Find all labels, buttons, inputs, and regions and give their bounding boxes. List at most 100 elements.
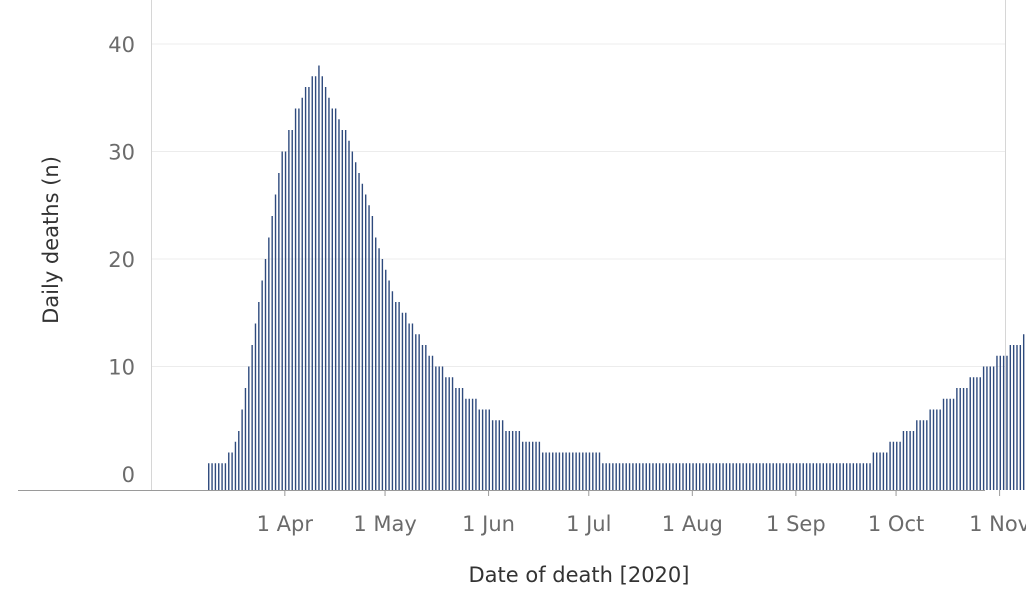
bar [211,463,213,490]
bar [789,463,791,490]
bar [441,366,444,490]
bar [254,323,257,490]
bar [234,441,237,490]
bar [555,452,557,490]
bar [334,108,337,490]
bar [782,463,784,490]
bar [208,463,210,490]
bar [899,441,901,490]
bar [445,377,447,490]
bar [1009,345,1012,490]
bar [595,452,597,490]
bar [939,409,941,490]
bar [926,420,928,490]
bar [284,151,287,490]
bar [662,463,664,490]
bar [535,441,537,490]
bar [779,463,781,490]
bar [755,463,758,490]
bar [855,463,858,490]
bar [515,431,517,490]
x-tick-label: 1 Sep [766,512,826,536]
bar [992,366,995,490]
bar [769,463,771,490]
bar [264,259,267,490]
bar [361,183,364,490]
bar [956,388,958,490]
x-tick-label: 1 Jun [462,512,515,536]
bar [732,463,734,490]
x-tick-label: 1 Apr [257,512,314,536]
bar [668,463,671,490]
bar [418,334,420,490]
bar [368,205,370,490]
bar [989,366,991,490]
x-tick-label: 1 Oct [868,512,924,536]
bar [962,388,965,490]
bar [491,420,494,490]
bar [562,452,564,490]
bar [702,463,704,490]
bar [886,452,888,490]
bar [909,431,911,490]
bar [996,355,998,490]
bar [638,463,641,490]
bar [261,280,263,490]
bar [354,162,357,490]
bar [224,463,227,490]
y-tick-label: 10 [108,356,135,380]
bar [1006,355,1008,490]
bar [1012,345,1015,490]
bar [425,345,427,490]
bar [805,463,808,490]
bar [906,431,908,490]
bar [248,366,250,490]
bar [481,409,484,490]
bar [608,463,611,490]
x-tick-label: 1 May [353,512,416,536]
bar [866,463,868,490]
bar [622,463,624,490]
bar [314,76,317,490]
bar [518,431,521,490]
bar [391,291,394,490]
bar [455,388,457,490]
bar [351,151,354,490]
bar [876,452,878,490]
bar [692,463,694,490]
y-tick-label: 0 [122,463,135,487]
bar [214,463,217,490]
bar [882,452,885,490]
bar [612,463,614,490]
bar [318,65,320,490]
bar [842,463,845,490]
bar [271,216,273,490]
bar [632,463,634,490]
x-tick-labels: 1 Apr 1 May 1 Jun 1 Jul 1 Aug 1 Sep 1 Oct 1 Nov [257,490,1026,536]
bar [809,463,811,490]
bar [729,463,731,490]
bar [475,398,477,490]
bar [672,463,674,490]
bar [682,463,684,490]
bars [208,65,1025,490]
bar [625,463,627,490]
bar [932,409,935,490]
bar [258,302,260,490]
bar [505,431,507,490]
bar [999,355,1001,490]
bar [1019,345,1022,490]
bar [582,452,584,490]
bar [715,463,718,490]
bar [658,463,661,490]
bar [862,463,865,490]
bar [421,345,424,490]
bar [602,463,604,490]
bar [949,398,951,490]
bar [528,441,531,490]
x-tick-label: 1 Nov [969,512,1026,536]
bar [986,366,988,490]
bar [525,441,527,490]
bar [835,463,838,490]
bar [411,323,414,490]
